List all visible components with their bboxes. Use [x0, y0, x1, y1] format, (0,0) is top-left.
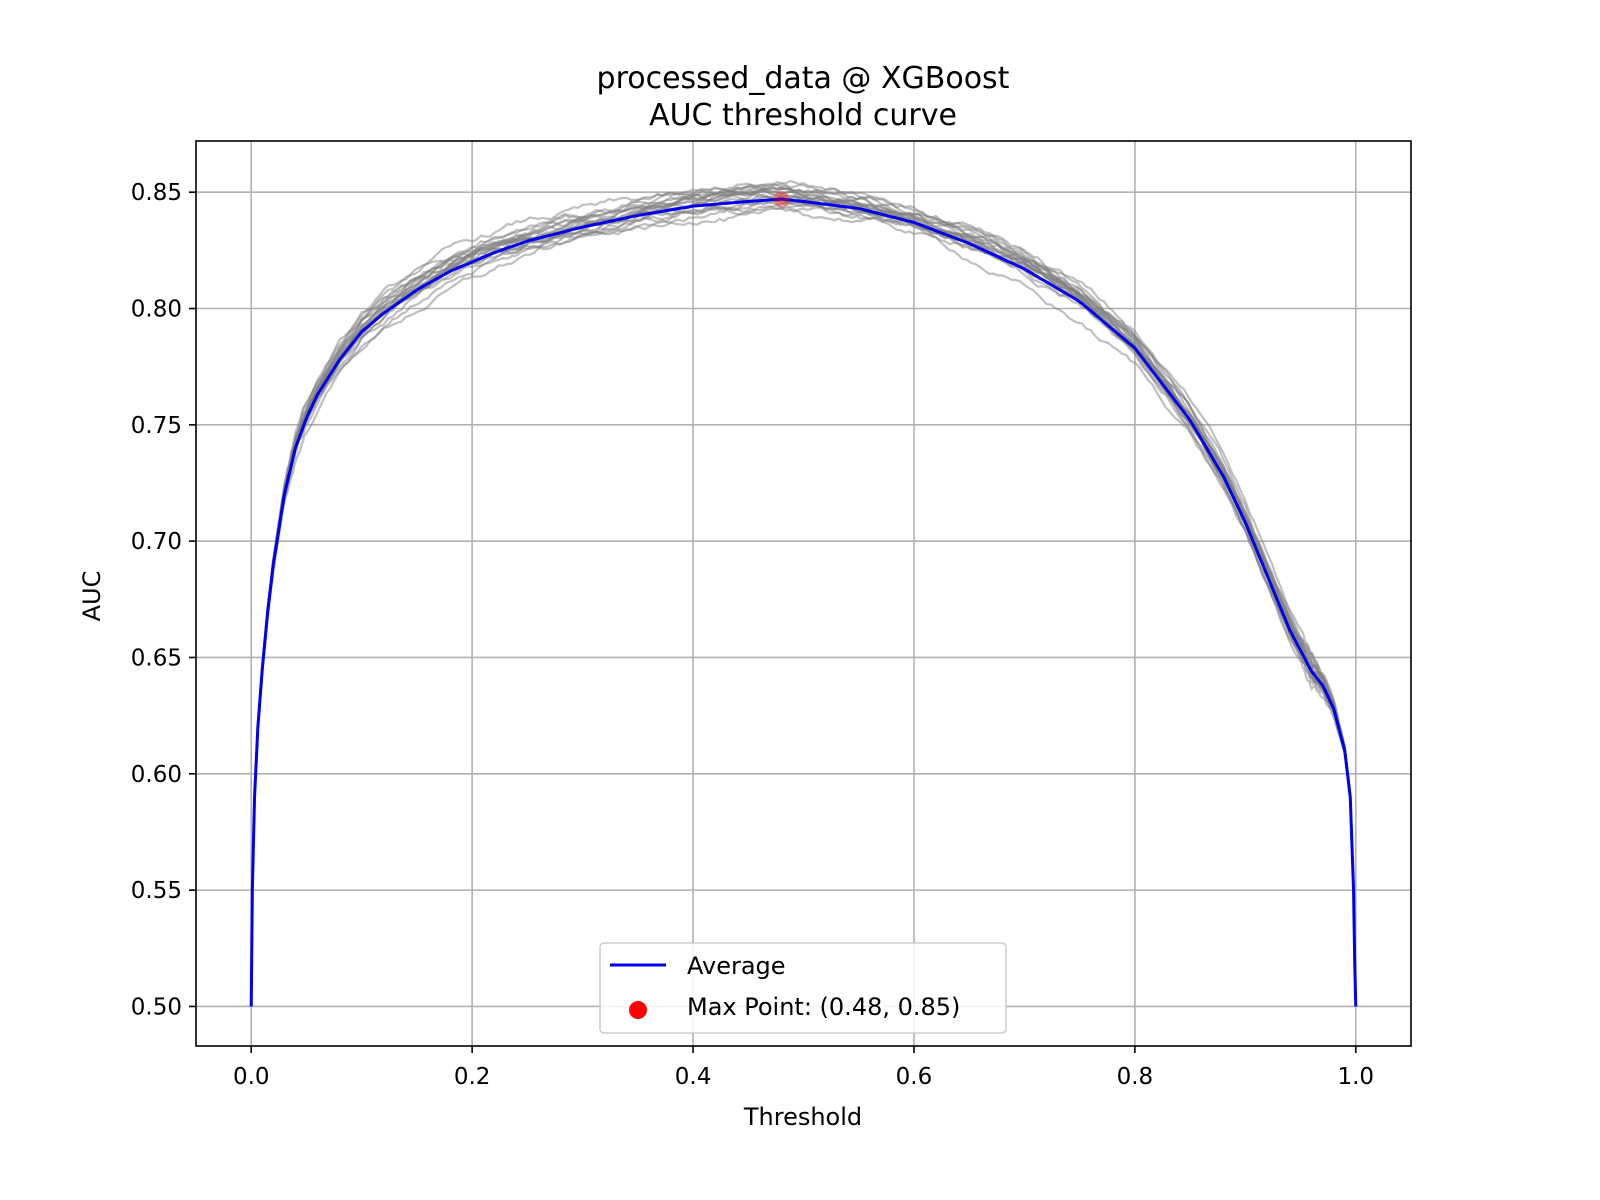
fold-curves	[250, 179, 1357, 1007]
y-tick-label: 0.65	[131, 645, 182, 671]
legend: Average Max Point: (0.48, 0.85)	[599, 942, 1007, 1034]
fold-curve	[250, 197, 1357, 1007]
y-tick-label: 0.70	[131, 529, 182, 555]
fold-curve	[250, 191, 1357, 1007]
legend-max-point-swatch	[629, 1001, 647, 1019]
max-point-group	[773, 191, 790, 208]
fold-curve	[250, 203, 1357, 1007]
fold-curve	[250, 195, 1357, 1007]
max-point-marker	[773, 191, 790, 208]
fold-curve	[250, 205, 1357, 1007]
y-tick-label: 0.80	[131, 297, 182, 323]
x-tick-label: 1.0	[1337, 1064, 1374, 1090]
fold-curve	[250, 187, 1357, 1007]
x-tick-label: 0.6	[896, 1064, 933, 1090]
chart-title-line-2: AUC threshold curve	[649, 98, 957, 133]
x-tick-label: 0.8	[1117, 1064, 1154, 1090]
grid-lines	[196, 141, 1411, 1046]
legend-box	[599, 942, 1007, 1034]
y-tick-label: 0.60	[131, 762, 182, 788]
fold-curve	[250, 193, 1357, 1007]
average-curve-group	[249, 197, 1358, 1007]
y-tick-label: 0.85	[131, 180, 182, 206]
average-curve	[249, 197, 1358, 1007]
fold-curve	[250, 201, 1357, 1007]
y-tick-label: 0.55	[131, 878, 182, 904]
x-tick-label: 0.4	[675, 1064, 712, 1090]
y-tick-label: 0.75	[131, 413, 182, 439]
x-axis-label: Threshold	[743, 1103, 862, 1131]
fold-curve	[250, 193, 1357, 1007]
fold-curve	[250, 198, 1357, 1007]
plot-frame	[195, 140, 1412, 1047]
y-tick-label: 0.50	[131, 994, 182, 1020]
fold-curve	[250, 182, 1357, 1007]
legend-average-label: Average	[687, 952, 786, 980]
fold-curve	[250, 192, 1357, 1007]
x-tick-label: 0.2	[454, 1064, 491, 1090]
legend-max-point-label: Max Point: (0.48, 0.85)	[687, 993, 960, 1021]
chart-title-line-1: processed_data @ XGBoost	[597, 61, 1010, 96]
y-axis-label: AUC	[78, 571, 106, 622]
axis-ticks: 0.0 0.2 0.4 0.6 0.8 1.0 0.50 0.55 0.60 0.65 0.70 0.…	[131, 180, 1374, 1090]
x-tick-label: 0.0	[233, 1064, 270, 1090]
